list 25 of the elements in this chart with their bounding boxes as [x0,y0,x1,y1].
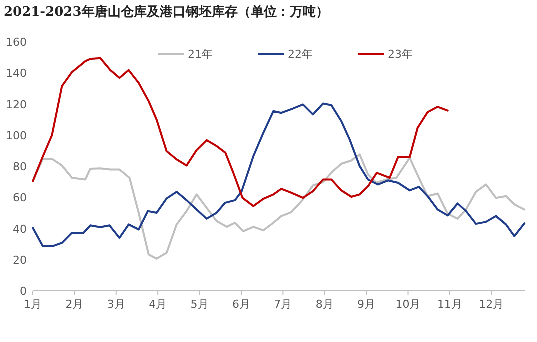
y-tick-label: 100 [6,129,27,142]
y-tick-label: 160 [6,36,27,49]
x-tick-label: 7月 [274,298,292,311]
x-tick-label: 9月 [358,298,376,311]
x-tick-label: 11月 [437,298,462,311]
x-tick-label: 8月 [316,298,334,311]
y-tick-label: 0 [20,285,27,298]
x-tick-label: 3月 [107,298,126,311]
legend-label: 21年 [188,48,213,61]
y-tick-label: 120 [6,98,27,112]
x-tick-label: 6月 [232,298,250,311]
y-tick-label: 60 [13,192,27,205]
x-tick-label: 2月 [66,298,84,311]
chart-title: 2021-2023年唐山仓库及港口钢坯库存（单位：万吨） [4,4,329,20]
x-tick-label: 10月 [396,298,421,311]
legend-label: 23年 [388,48,413,61]
x-tick-label: 5月 [190,298,209,311]
y-tick-label: 40 [13,222,27,236]
x-tick-label: 12月 [479,298,504,311]
legend-label: 22年 [288,48,313,61]
y-tick-label: 140 [6,67,27,80]
x-tick-label: 4月 [149,298,168,311]
y-tick-label: 20 [13,254,27,267]
y-tick-label: 80 [13,160,27,174]
x-tick-label: 1月 [24,298,42,311]
